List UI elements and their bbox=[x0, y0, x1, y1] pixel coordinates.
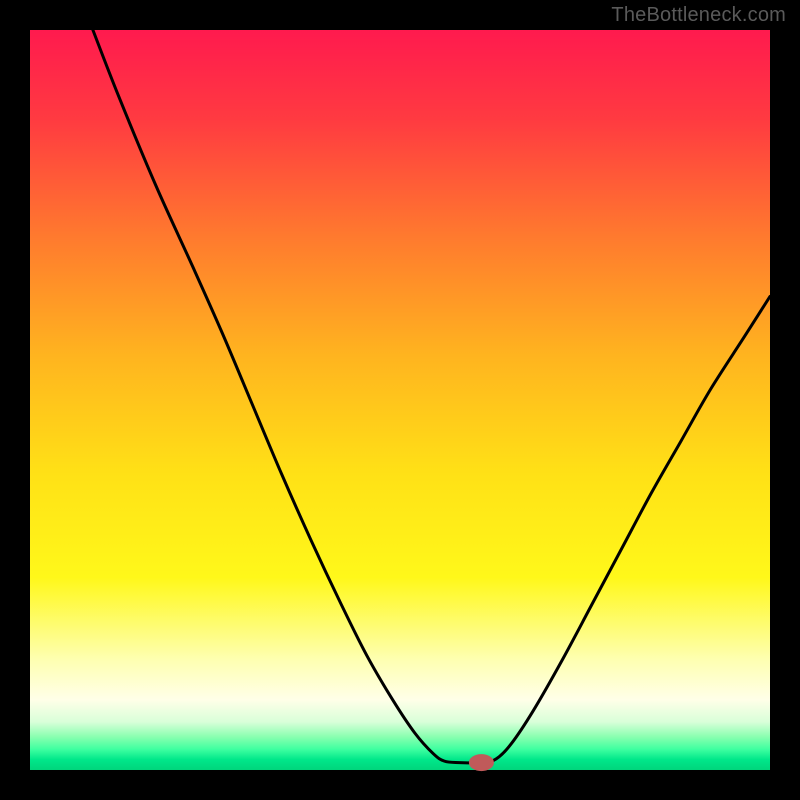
watermark-text: TheBottleneck.com bbox=[611, 4, 786, 27]
bottleneck-chart bbox=[0, 0, 800, 800]
chart-plot-area bbox=[30, 30, 770, 770]
optimal-point-marker bbox=[469, 755, 493, 771]
chart-container: TheBottleneck.com bbox=[0, 0, 800, 800]
